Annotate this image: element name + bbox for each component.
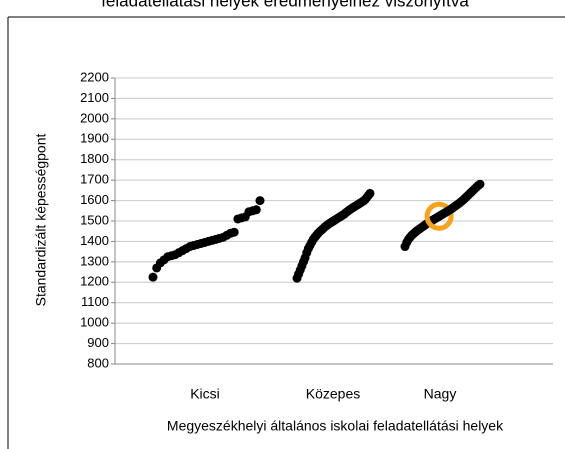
- dot: [251, 205, 261, 215]
- y-tick-label: 1800: [80, 151, 109, 166]
- x-tick-label: Nagy: [424, 386, 457, 402]
- y-tick-label: 1100: [81, 294, 109, 309]
- y-tick-label: 1600: [80, 192, 109, 207]
- y-tick-label: 900: [87, 335, 109, 350]
- y-tick-label: 2200: [80, 69, 109, 84]
- x-tick-label: Közepes: [306, 386, 360, 402]
- x-tick-label: Kicsi: [190, 386, 220, 402]
- chart-title: feladatellátási helyek eredményeihez vis…: [101, 0, 469, 10]
- y-tick-label: 1700: [80, 172, 109, 187]
- dot: [229, 227, 239, 237]
- y-axis-label: Standardizált képességpont: [33, 134, 49, 307]
- dot: [148, 272, 158, 282]
- y-tick-label: 2100: [80, 90, 109, 105]
- y-tick-label: 2000: [80, 110, 109, 125]
- dot: [475, 179, 485, 189]
- dot: [255, 196, 265, 206]
- y-tick-label: 800: [87, 355, 109, 370]
- y-tick-label: 1500: [80, 212, 109, 227]
- x-axis-label: Megyeszékhelyi általános iskolai feladat…: [167, 418, 504, 434]
- y-tick-label: 1900: [80, 131, 109, 146]
- y-tick-label: 1000: [80, 315, 109, 330]
- y-tick-label: 1400: [80, 233, 109, 248]
- y-tick-label: 1300: [80, 253, 109, 268]
- highlight-ring: [424, 201, 454, 231]
- y-tick-label: 1200: [80, 274, 109, 289]
- dot: [365, 188, 375, 198]
